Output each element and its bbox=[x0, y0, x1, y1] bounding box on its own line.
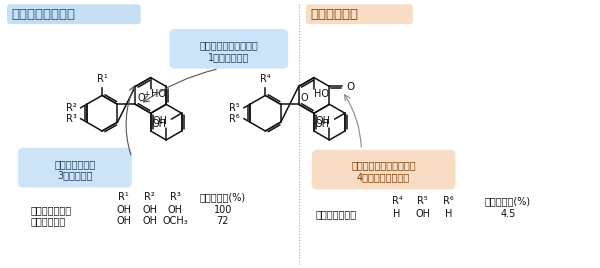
Text: R¹: R¹ bbox=[118, 192, 129, 202]
Text: OH: OH bbox=[142, 216, 157, 226]
Text: OH: OH bbox=[153, 116, 168, 126]
Text: デルフィニジン: デルフィニジン bbox=[31, 205, 72, 215]
Text: R⁴: R⁴ bbox=[260, 73, 271, 84]
Text: R²: R² bbox=[66, 103, 77, 113]
Text: R²: R² bbox=[144, 192, 155, 202]
Text: O: O bbox=[301, 93, 308, 103]
Text: 4.5: 4.5 bbox=[500, 209, 515, 219]
Text: OCH₃: OCH₃ bbox=[163, 216, 188, 226]
Text: R³: R³ bbox=[66, 114, 77, 124]
Text: 糖転移活性(%): 糖転移活性(%) bbox=[200, 192, 246, 202]
Text: ペチュニジン: ペチュニジン bbox=[31, 216, 66, 226]
Text: 糖転移活性(%): 糖転移活性(%) bbox=[485, 196, 531, 206]
Text: R¹: R¹ bbox=[97, 73, 107, 84]
Text: +: + bbox=[143, 90, 149, 99]
Text: H: H bbox=[445, 209, 452, 219]
Text: R⁵: R⁵ bbox=[418, 196, 428, 206]
Text: OH: OH bbox=[151, 119, 166, 129]
Text: H: H bbox=[393, 209, 401, 219]
Text: 4位のカルボニル基: 4位のカルボニル基 bbox=[357, 173, 410, 183]
Text: フラボノールに特徴的な: フラボノールに特徴的な bbox=[352, 161, 416, 171]
FancyBboxPatch shape bbox=[7, 4, 140, 24]
Text: OH: OH bbox=[116, 216, 131, 226]
Text: ケンフェロール: ケンフェロール bbox=[316, 209, 357, 219]
Text: OH: OH bbox=[142, 205, 157, 215]
Text: OH: OH bbox=[415, 209, 430, 219]
Text: 100: 100 bbox=[214, 205, 232, 215]
Text: アントシアニジン: アントシアニジン bbox=[11, 8, 75, 21]
Text: OH: OH bbox=[116, 205, 131, 215]
Text: R³: R³ bbox=[170, 192, 181, 202]
FancyBboxPatch shape bbox=[169, 29, 288, 69]
Text: R⁵: R⁵ bbox=[229, 103, 240, 113]
Text: 糖が付加される: 糖が付加される bbox=[54, 159, 95, 169]
Text: HO: HO bbox=[314, 89, 329, 99]
Text: OH: OH bbox=[316, 116, 331, 126]
Text: R⁶: R⁶ bbox=[443, 196, 454, 206]
Text: R⁶: R⁶ bbox=[229, 114, 240, 124]
Text: HO: HO bbox=[151, 89, 166, 99]
Text: O: O bbox=[346, 83, 355, 92]
FancyBboxPatch shape bbox=[306, 4, 413, 24]
FancyBboxPatch shape bbox=[18, 148, 132, 187]
Text: OH: OH bbox=[314, 119, 329, 129]
Text: O: O bbox=[137, 93, 145, 103]
Text: 72: 72 bbox=[217, 216, 229, 226]
Text: R⁴: R⁴ bbox=[392, 196, 403, 206]
Text: 1位の酸素原子: 1位の酸素原子 bbox=[208, 52, 250, 62]
Text: 3位の水酸基: 3位の水酸基 bbox=[57, 170, 92, 181]
FancyBboxPatch shape bbox=[312, 150, 455, 189]
Text: プラスの電荷を帯びた: プラスの電荷を帯びた bbox=[199, 40, 258, 50]
Text: OH: OH bbox=[168, 205, 183, 215]
Text: フラボノール: フラボノール bbox=[310, 8, 358, 21]
